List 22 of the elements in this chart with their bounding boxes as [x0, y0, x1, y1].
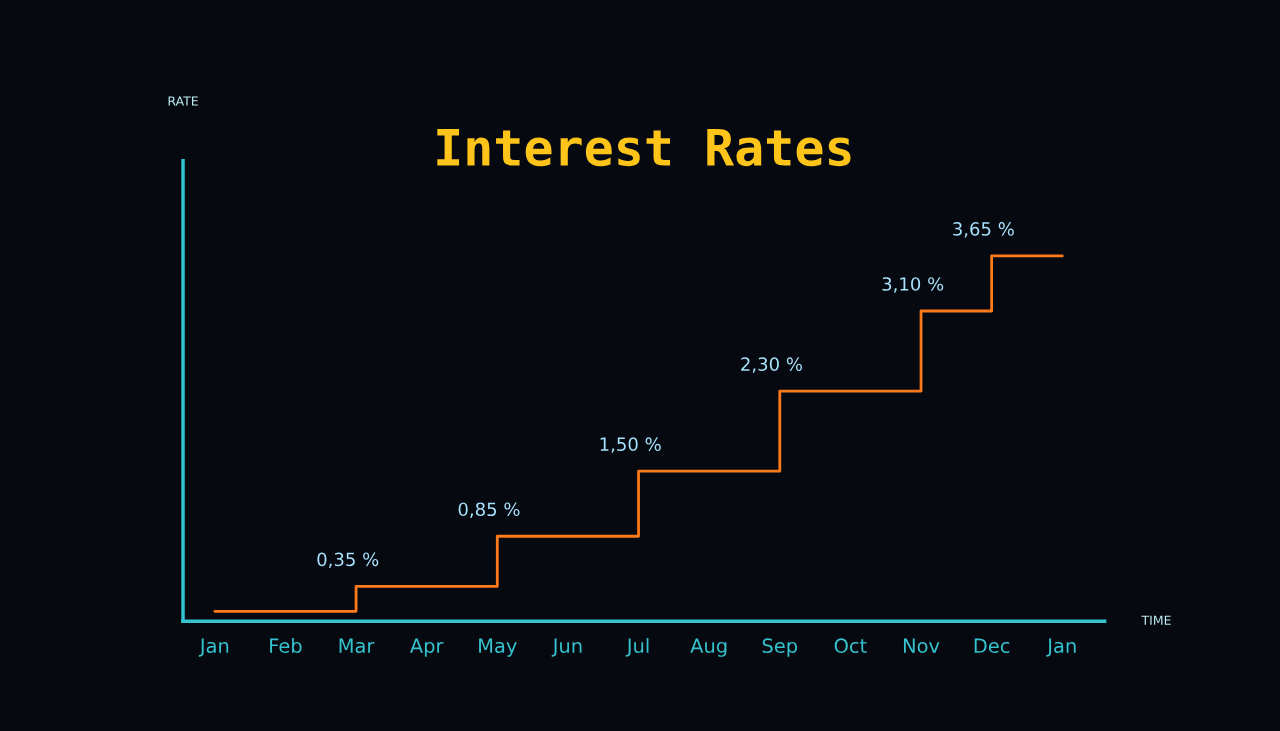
x-tick-label: Dec	[974, 638, 1010, 654]
data-label: 3,10 %	[882, 277, 944, 293]
data-label: 1,50 %	[600, 437, 661, 453]
x-tick-label: Nov	[903, 638, 940, 654]
x-tick-label: Jun	[551, 638, 582, 657]
x-axis-title: TIME	[1141, 615, 1171, 625]
x-tick-label: Jan	[1046, 638, 1076, 657]
x-tick-label: Aug	[690, 638, 727, 657]
x-tick-label: Oct	[834, 638, 867, 654]
data-label: 3,65 %	[953, 222, 1014, 238]
x-tick-label: May	[479, 638, 517, 657]
y-axis-title: RATE	[168, 96, 198, 106]
x-tick-label: Feb	[270, 638, 302, 654]
x-tick-label: Apr	[410, 638, 444, 657]
x-tick-label: Sep	[762, 638, 798, 657]
x-tick-label: Jul	[625, 638, 649, 657]
chart-title: Interest Rates	[437, 129, 851, 167]
data-label: 0,85 %	[458, 502, 520, 518]
data-label: 0,35 %	[317, 552, 379, 568]
data-label: 2,30 %	[741, 357, 802, 373]
x-tick-label: Jan	[198, 638, 229, 657]
x-tick-label: Mar	[339, 638, 375, 654]
